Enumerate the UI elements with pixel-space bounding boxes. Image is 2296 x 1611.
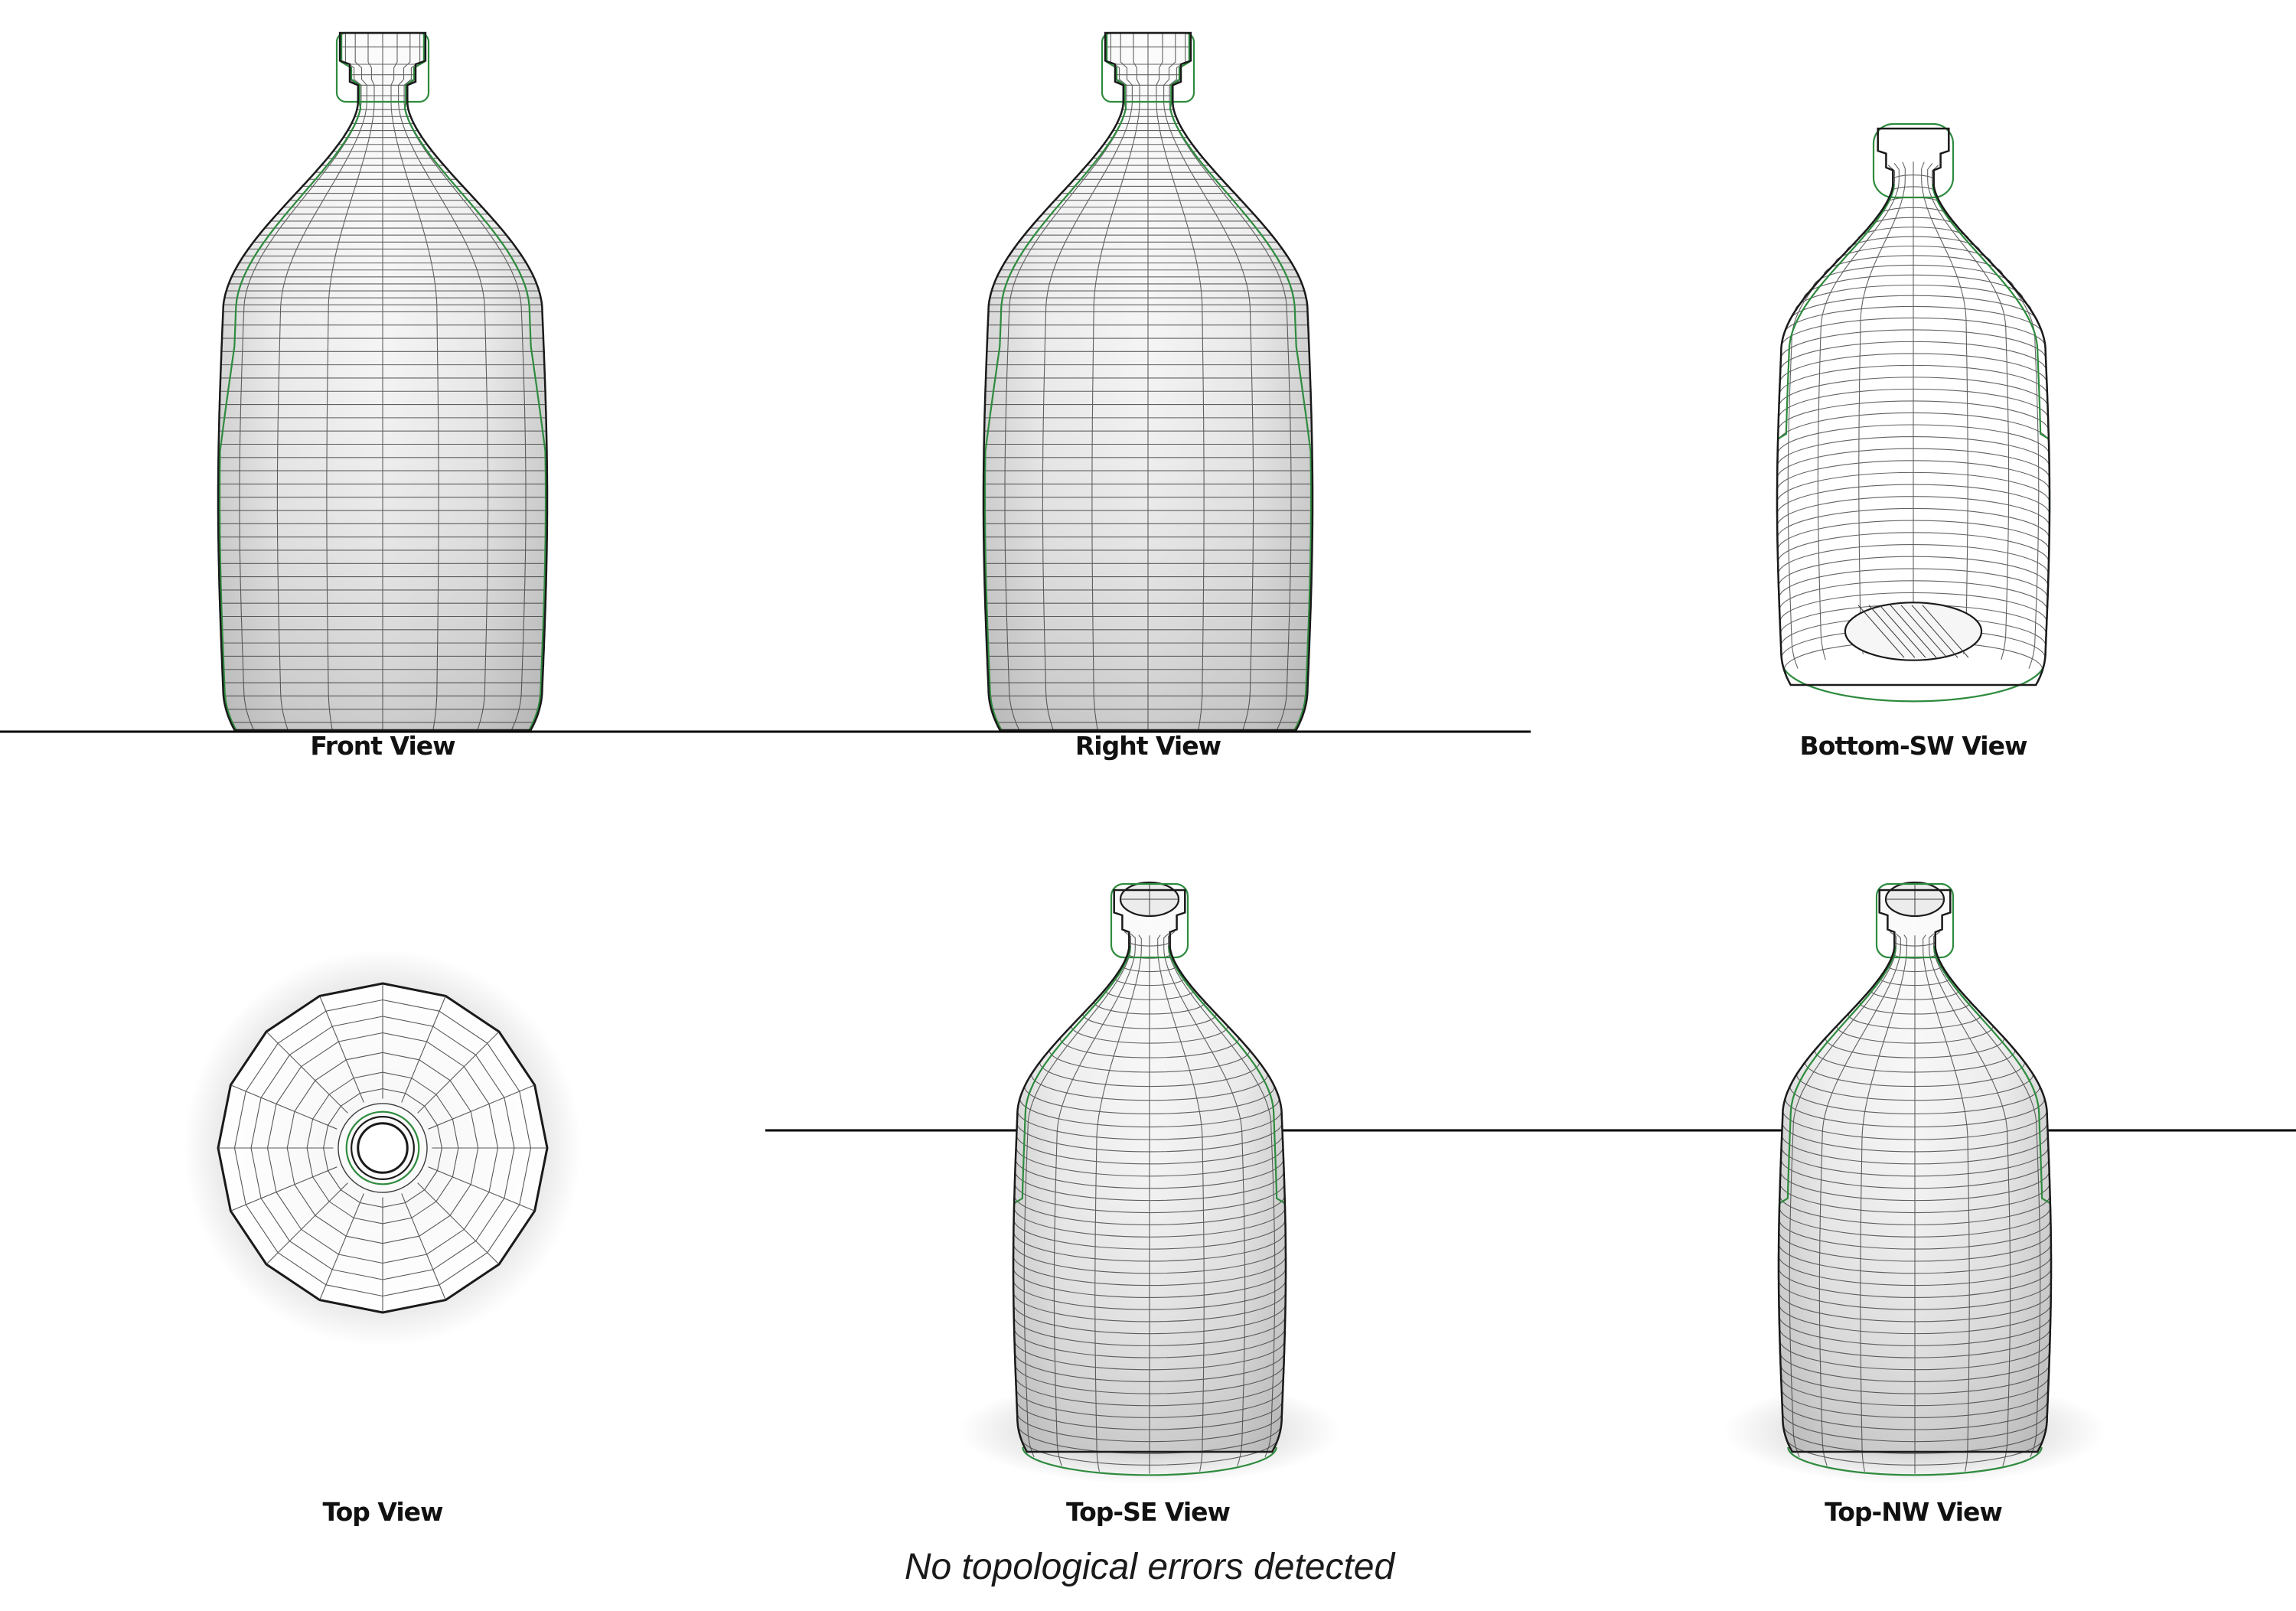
- bottom-sw-view-label: Bottom-SW View: [1799, 731, 2028, 761]
- top-nw-view-label: Top-NW View: [1825, 1497, 2003, 1527]
- top-se-view-bottle: [958, 881, 1341, 1485]
- front-view-bottle: [217, 31, 549, 732]
- top-view-bottle: [184, 949, 582, 1347]
- status-message: No topological errors detected: [904, 1547, 1395, 1587]
- bottom-sw-view-bottle: [1776, 122, 2051, 703]
- right-view-label: Right View: [1075, 731, 1221, 761]
- front-view-label: Front View: [310, 731, 455, 761]
- right-view-bottle: [982, 31, 1314, 732]
- top-view-label: Top View: [322, 1497, 443, 1527]
- top-se-view-label: Top-SE View: [1065, 1497, 1231, 1527]
- top-nw-view-bottle: [1724, 881, 2106, 1485]
